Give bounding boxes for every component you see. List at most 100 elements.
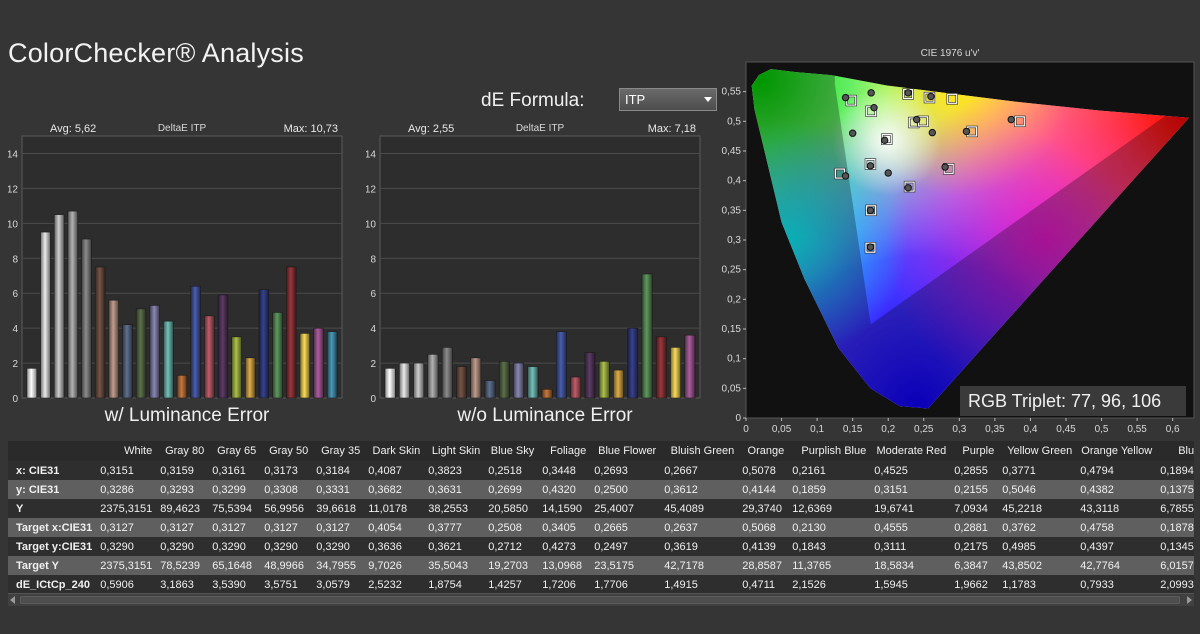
column-header[interactable]: Bluish Green xyxy=(660,441,739,461)
chart2-title: DeltaE ITP xyxy=(516,123,565,134)
column-header[interactable]: Gray 80 xyxy=(156,441,209,461)
table-cell: 78,5239 xyxy=(156,556,209,575)
table-cell: 0,4139 xyxy=(738,537,789,556)
table-cell: 0,5046 xyxy=(998,480,1077,499)
cie-measured-point xyxy=(962,127,971,136)
column-header[interactable]: Orange xyxy=(738,441,789,461)
horizontal-scrollbar[interactable] xyxy=(8,593,1194,606)
table-cell: 0,4711 xyxy=(738,575,789,594)
cie-measured-point xyxy=(866,162,875,170)
column-header[interactable]: Gray 35 xyxy=(312,441,365,461)
cie-ytick: 0,55 xyxy=(722,87,742,98)
column-header[interactable]: Gray 50 xyxy=(260,441,313,461)
cie-1976-diagram: CIE 1976 u'v' 0 0,05 0,1 0,15 0,2 0,25 0,3 0,35 0… xyxy=(722,48,1195,435)
table-cell: 0,2497 xyxy=(590,537,661,556)
table-cell: 19,2703 xyxy=(484,556,539,575)
chart2-bar xyxy=(655,336,667,399)
table-cell: 3,5390 xyxy=(208,575,261,594)
table-cell: 0,2665 xyxy=(590,518,661,537)
column-header[interactable]: Blue Sky xyxy=(484,441,539,461)
chart2-bar xyxy=(456,366,467,399)
table-cell: 0,3286 xyxy=(96,480,157,499)
chart2-ytick: 14 xyxy=(366,149,376,160)
table-cell: 0,3777 xyxy=(424,518,485,537)
table-cell: 0,3184 xyxy=(312,461,365,480)
cie-xtick: 0,15 xyxy=(843,424,863,435)
table-cell: 1,1783 xyxy=(998,575,1077,594)
chart2-ytick: 8 xyxy=(370,254,376,265)
chart1-ytick: 12 xyxy=(8,184,18,195)
column-header[interactable]: Light Skin xyxy=(424,441,485,461)
cie-measured-point xyxy=(866,243,875,251)
table-cell: 0,7933 xyxy=(1076,575,1157,594)
table-cell: 0,3290 xyxy=(312,537,365,556)
chart2-bar xyxy=(570,376,582,399)
column-header[interactable]: Foliage xyxy=(538,441,591,461)
cie-xtick: 0,2 xyxy=(881,424,895,435)
table-cell: 7,0934 xyxy=(950,499,999,518)
table-cell: 56,9956 xyxy=(260,499,313,518)
table-cell: 13,0968 xyxy=(538,556,591,575)
chart1-bar xyxy=(231,336,242,399)
chart2-bar xyxy=(498,361,510,399)
cie-ytick: 0,25 xyxy=(722,265,742,276)
cie-measured-point xyxy=(912,115,921,124)
scroll-left-icon[interactable] xyxy=(10,596,15,604)
table-cell: 0,4054 xyxy=(364,518,425,537)
table-cell: 3,0579 xyxy=(312,575,365,594)
chart2-bar xyxy=(398,362,410,399)
table-cell: 0,2518 xyxy=(484,461,539,480)
column-header[interactable]: Yellow Green xyxy=(998,441,1077,461)
table-cell: 0,2500 xyxy=(590,480,661,499)
column-header[interactable]: Purplish Blue xyxy=(788,441,871,461)
chart1-bar xyxy=(217,294,229,399)
table-cell: 0,3636 xyxy=(364,537,425,556)
chart1-bar xyxy=(258,289,270,399)
column-header[interactable]: Dark Skin xyxy=(364,441,425,461)
cie-ytick: 0,45 xyxy=(722,146,742,157)
table-cell: 0,4320 xyxy=(538,480,591,499)
chart2-bar xyxy=(513,362,525,399)
column-header[interactable]: Purple xyxy=(950,441,999,461)
column-header[interactable]: Blue Flower xyxy=(590,441,661,461)
chart2-bar xyxy=(384,368,396,399)
cie-ytick: 0,15 xyxy=(722,324,742,335)
chart2-ytick: 0 xyxy=(370,394,376,403)
cie-title: CIE 1976 u'v' xyxy=(921,48,980,59)
cie-measured-point xyxy=(1007,115,1015,124)
table-cell: 0,3290 xyxy=(156,537,209,556)
chart2-bar xyxy=(670,347,682,399)
chart1-bar xyxy=(190,285,201,399)
chart2-ytick: 4 xyxy=(370,324,376,335)
chart2-bar xyxy=(613,369,624,399)
table-cell: 0,1375 xyxy=(1156,480,1194,499)
table-cell: 2,0993 xyxy=(1156,575,1194,594)
column-header[interactable]: Blue xyxy=(1156,441,1194,461)
chart1-ytick: 0 xyxy=(12,394,18,403)
cie-xtick: 0,5 xyxy=(1095,424,1109,435)
cie-xtick: 0,6 xyxy=(1166,424,1180,435)
table-cell: 0,4144 xyxy=(738,480,789,499)
chart1-ytick: 8 xyxy=(12,254,18,265)
table-cell: 1,9662 xyxy=(950,575,999,594)
column-header[interactable]: Orange Yellow xyxy=(1076,441,1157,461)
table-cell: 39,6618 xyxy=(312,499,365,518)
table-cell: 0,1878 xyxy=(1156,518,1194,537)
cie-measured-point xyxy=(848,129,857,137)
chart2-bar xyxy=(627,327,639,399)
chart1-bar xyxy=(272,312,283,399)
column-header[interactable]: White xyxy=(96,441,157,461)
table-row: Target x:CIE31 0,3127 0,3127 0,3127 0,3127 0,… xyxy=(8,518,1194,537)
scrollbar-thumb[interactable] xyxy=(20,596,1180,604)
table-cell: 0,2637 xyxy=(660,518,739,537)
formula-label: dE Formula: xyxy=(481,90,585,111)
formula-select[interactable]: ITP xyxy=(619,88,717,111)
chart1-bar xyxy=(122,324,133,399)
chart2-avg: Avg: 2,55 xyxy=(408,123,454,135)
table-cell: 0,1894 xyxy=(1156,461,1194,480)
row-header: y: CIE31 xyxy=(8,480,97,499)
chart1-bar xyxy=(40,231,51,399)
scroll-right-icon[interactable] xyxy=(1187,596,1192,604)
column-header[interactable]: Moderate Red xyxy=(870,441,951,461)
column-header[interactable]: Gray 65 xyxy=(208,441,261,461)
